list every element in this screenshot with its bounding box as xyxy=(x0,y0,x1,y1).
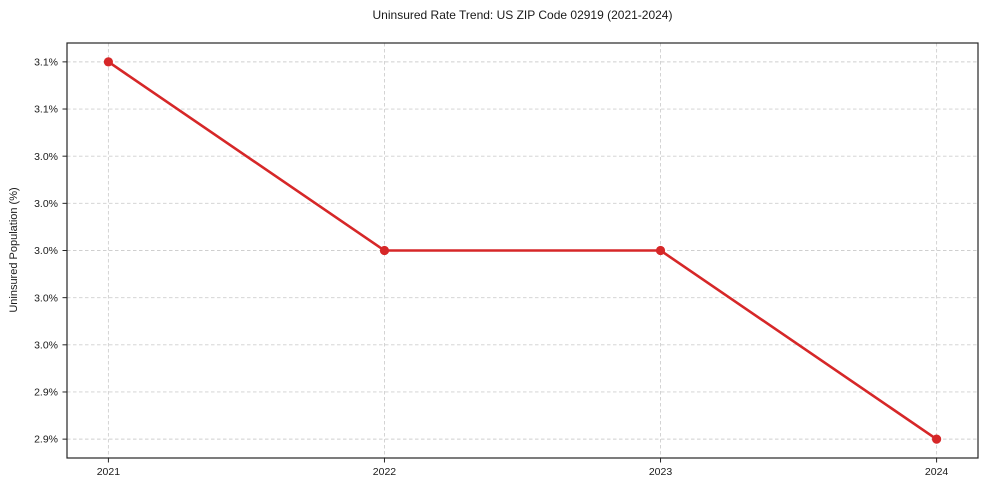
y-tick-label: 2.9% xyxy=(34,387,58,399)
y-tick-label: 3.0% xyxy=(34,339,58,351)
trend-line xyxy=(107,60,938,441)
y-tick-label: 3.0% xyxy=(34,198,58,210)
plot-frame xyxy=(66,42,979,459)
x-tick-label: 2021 xyxy=(97,466,121,478)
chart-title: Uninsured Rate Trend: US ZIP Code 02919 … xyxy=(372,8,673,22)
x-tick-label: 2023 xyxy=(649,466,673,478)
data-point-marker xyxy=(655,245,666,256)
y-tick-label: 3.1% xyxy=(34,56,58,68)
y-tick-label: 3.1% xyxy=(34,104,58,116)
data-point-marker xyxy=(379,245,390,256)
data-point-marker xyxy=(931,434,942,444)
x-tick-label: 2024 xyxy=(925,466,949,478)
y-tick-label: 3.0% xyxy=(34,245,58,257)
x-tick-label: 2022 xyxy=(373,466,397,478)
data-point-marker xyxy=(103,57,114,67)
y-tick-label: 2.9% xyxy=(34,434,58,446)
y-tick-label: 3.0% xyxy=(34,151,58,163)
y-tick-label: 3.0% xyxy=(34,292,58,304)
